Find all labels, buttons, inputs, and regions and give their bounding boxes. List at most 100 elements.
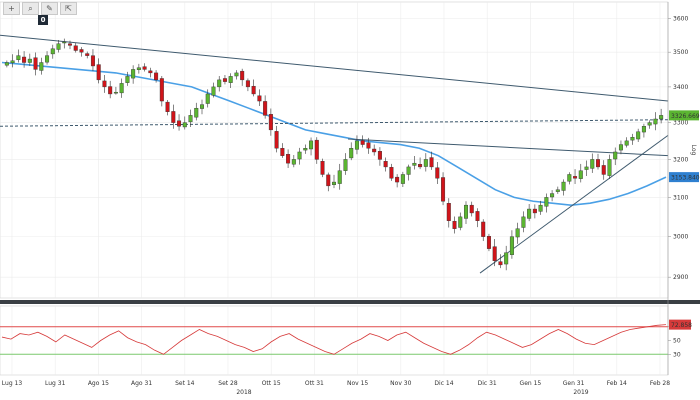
candle-body — [613, 151, 618, 160]
candle-body — [418, 164, 423, 168]
candles-layer — [4, 38, 664, 271]
candle-body — [85, 53, 90, 56]
candle-body — [62, 41, 67, 44]
rsi-y-tick-label: 30 — [673, 351, 681, 358]
candle-body — [550, 193, 555, 198]
x-tick-label: Lug 13 — [2, 380, 23, 387]
candle-body — [423, 159, 428, 167]
candle-body — [538, 204, 543, 212]
candle-body — [596, 159, 601, 168]
x-tick-label: Nov 30 — [390, 380, 411, 387]
candle-body — [389, 167, 394, 179]
candle-body — [636, 131, 641, 140]
candle-body — [475, 211, 480, 221]
candle-body — [521, 216, 526, 228]
rsi-value-label: 72.858 — [671, 322, 692, 329]
candle-body — [67, 43, 72, 46]
candle-body — [659, 115, 664, 120]
crosshair-icon[interactable]: + — [3, 2, 20, 15]
candle-body — [573, 176, 578, 179]
candle-body — [280, 148, 285, 156]
candle-body — [39, 62, 44, 71]
x-tick-label: Ott 31 — [305, 380, 324, 387]
candle-body — [171, 111, 176, 123]
candle-body — [555, 189, 560, 192]
indicator-count-badge: 0 — [38, 15, 48, 25]
moving-average-line — [1, 61, 667, 206]
candle-body — [400, 174, 405, 184]
candle-body — [452, 220, 457, 229]
candle-body — [136, 67, 141, 70]
log-scale-label: Log — [690, 145, 697, 156]
candle-body — [464, 204, 469, 219]
candle-body — [177, 120, 182, 127]
candle-body — [245, 80, 250, 88]
candle-body — [113, 91, 118, 94]
candle-body — [372, 148, 377, 153]
candle-body — [22, 56, 27, 63]
candle-body — [228, 76, 233, 83]
candle-body — [618, 144, 623, 151]
candle-body — [182, 122, 187, 128]
candle-body — [527, 208, 532, 219]
candle-body — [343, 159, 348, 171]
candle-body — [234, 72, 239, 77]
y-tick-label: 3600 — [673, 16, 688, 23]
candle-body — [567, 174, 572, 182]
candle-body — [349, 148, 354, 159]
zoom-icon[interactable]: ⌕ — [22, 2, 39, 15]
candle-body — [188, 115, 193, 123]
moving-average-layer — [1, 61, 667, 206]
candle-body — [486, 236, 491, 249]
rsi-panel — [0, 324, 668, 355]
candle-body — [268, 114, 273, 131]
candle-body — [469, 204, 474, 214]
candle-body — [79, 49, 84, 53]
grid-lines — [0, 1, 700, 376]
candle-body — [217, 79, 222, 88]
candle-body — [383, 161, 388, 168]
candle-body — [624, 140, 629, 146]
candle-body — [16, 55, 21, 60]
candle-body — [257, 95, 262, 102]
rsi-line — [1, 324, 667, 355]
candle-body — [429, 157, 434, 168]
candle-body — [33, 57, 38, 70]
candle-body — [142, 66, 147, 70]
candle-body — [199, 104, 204, 109]
candle-body — [641, 126, 646, 133]
candle-body — [377, 151, 382, 160]
candle-body — [458, 216, 463, 228]
candle-body — [90, 55, 95, 67]
candle-body — [532, 208, 537, 214]
candle-body — [412, 162, 417, 166]
candle-body — [102, 80, 107, 88]
candle-body — [320, 161, 325, 175]
candle-body — [291, 159, 296, 165]
candle-body — [50, 48, 55, 55]
candle-body — [4, 62, 9, 66]
candle-body — [481, 221, 486, 237]
candle-body — [194, 107, 199, 118]
y-tick-label: 3000 — [673, 234, 688, 241]
candle-body — [240, 70, 245, 81]
candle-body — [544, 197, 549, 207]
panel-separator — [0, 300, 700, 304]
draw-icon[interactable]: ✎ — [41, 2, 58, 15]
candle-body — [222, 78, 227, 82]
last-price-label: 3326.6699 — [671, 113, 700, 120]
x-tick-label: Dic 31 — [478, 380, 497, 387]
candle-body — [647, 122, 652, 126]
x-tick-label: Gen 31 — [563, 380, 585, 387]
candle-body — [96, 64, 101, 81]
candle-body — [263, 101, 268, 116]
candle-body — [314, 139, 319, 160]
y-tick-label: 3100 — [673, 194, 688, 201]
candle-body — [154, 72, 159, 81]
reset-icon[interactable]: ⇱ — [60, 2, 77, 15]
candle-body — [27, 58, 32, 63]
x-tick-label: Ago 31 — [131, 380, 152, 387]
